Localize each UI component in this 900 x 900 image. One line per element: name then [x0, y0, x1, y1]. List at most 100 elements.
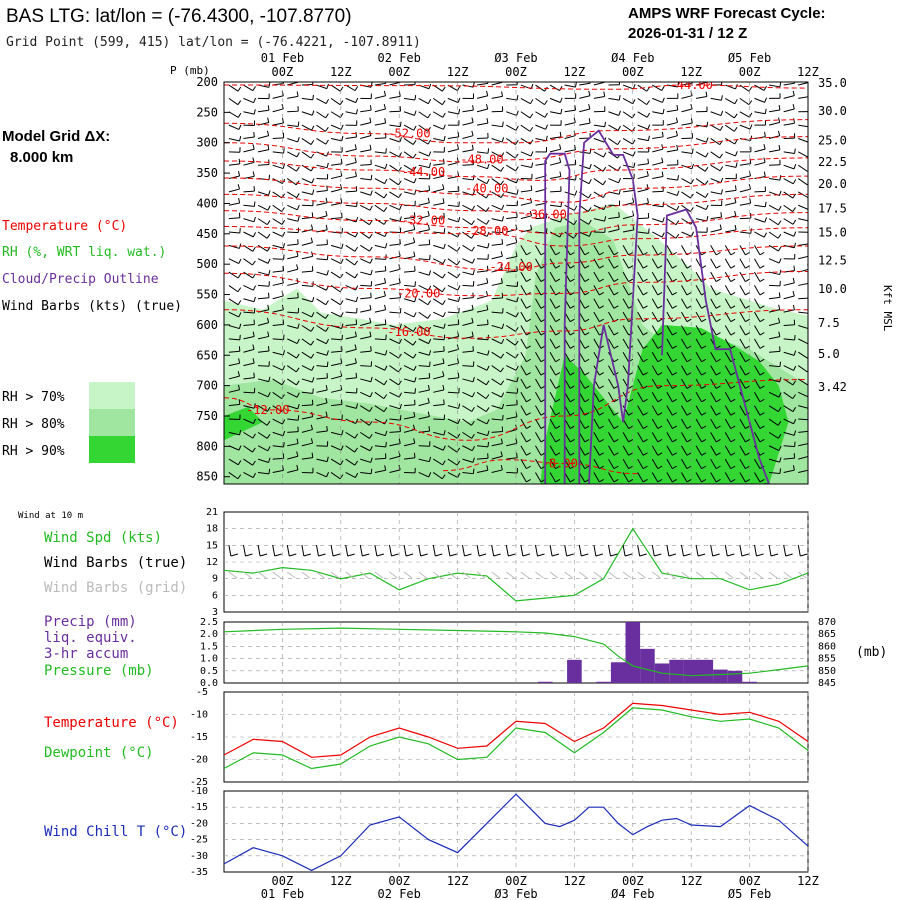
- barb-feather: [715, 265, 721, 269]
- wind-barb: [783, 430, 797, 436]
- wind-barb: [447, 319, 460, 327]
- barb-feather: [457, 285, 461, 291]
- wind-barb: [666, 175, 679, 181]
- barb-shaft: [695, 405, 702, 416]
- barb-shaft: [433, 137, 445, 142]
- wind-barb: [798, 82, 808, 86]
- barb-shaft: [506, 242, 518, 246]
- wind-barb: [345, 344, 357, 353]
- wind-barb: [739, 432, 750, 443]
- wind-barb: [257, 130, 270, 139]
- wind-barb: [695, 91, 708, 99]
- barb-shaft: [710, 258, 717, 269]
- barb-feather: [282, 82, 285, 84]
- wind-barb: [724, 432, 736, 443]
- barb-feather: [398, 278, 401, 284]
- wind-barb: [754, 325, 765, 336]
- wind-barb: [579, 148, 592, 154]
- barb-shaft: [710, 97, 722, 101]
- barb-shaft: [797, 351, 808, 359]
- barb-feather: [282, 117, 284, 124]
- barb-feather: [384, 265, 387, 271]
- barb-feather: [267, 205, 271, 211]
- wind-barb: [287, 191, 300, 199]
- wind-barb: [754, 97, 767, 103]
- wind-barb: [476, 430, 490, 437]
- barb-shaft: [754, 285, 761, 296]
- barb-shaft: [389, 204, 400, 211]
- barb-shaft: [608, 418, 615, 429]
- barb-shaft: [491, 151, 502, 158]
- wind-barb: [374, 82, 387, 86]
- wind-barb: [360, 361, 373, 367]
- surface-wind-barb: [607, 544, 611, 557]
- wind-barb: [564, 204, 578, 211]
- barb-shaft: [272, 365, 283, 371]
- barb-shaft: [243, 377, 255, 380]
- barb-shaft: [286, 378, 297, 386]
- barb-shaft: [622, 365, 629, 376]
- precip-bar: [698, 659, 714, 683]
- barb-shaft: [710, 458, 717, 469]
- barb-shaft: [389, 282, 401, 286]
- barb-shaft: [695, 271, 702, 282]
- top-time-label: 12Z: [797, 65, 819, 79]
- barb-feather: [715, 345, 721, 349]
- wind-barb: [316, 426, 328, 433]
- wind-barb: [476, 178, 490, 185]
- wind-barb: [243, 284, 256, 291]
- wind-barb: [549, 131, 562, 139]
- barb-feather: [413, 251, 416, 257]
- wind-barb: [359, 218, 373, 226]
- barb-shaft: [462, 405, 473, 412]
- barb-shaft: [476, 218, 487, 225]
- wind-barb: [287, 151, 300, 158]
- barb-shaft: [301, 138, 312, 145]
- barb-shaft: [301, 351, 312, 359]
- barb-feather: [237, 460, 242, 466]
- barb-shaft: [345, 311, 357, 314]
- wind-barb: [739, 285, 750, 296]
- barb-feather: [325, 385, 328, 391]
- y-tick-label: -30: [190, 851, 208, 862]
- barb-shaft: [374, 457, 386, 460]
- wind-barb: [593, 204, 607, 211]
- barb-feather: [398, 380, 402, 386]
- barb-shaft: [477, 270, 489, 273]
- barb-feather: [383, 278, 387, 284]
- wind-barb: [506, 189, 519, 195]
- grid-wind-barb: [316, 571, 325, 579]
- barb-feather: [613, 345, 619, 349]
- barb-feather: [442, 258, 446, 264]
- surface-wind-barb-feather: [391, 553, 399, 557]
- barb-shaft: [724, 418, 732, 429]
- barb-feather: [354, 344, 357, 350]
- barb-feather: [515, 438, 518, 444]
- wind-barb: [637, 285, 648, 296]
- barb-feather: [599, 251, 604, 256]
- barb-shaft: [404, 284, 416, 287]
- barb-feather: [613, 292, 619, 296]
- barb-shaft: [725, 97, 736, 105]
- barb-shaft: [228, 445, 240, 451]
- barb-feather: [584, 412, 590, 416]
- barb-shaft: [739, 97, 750, 106]
- barb-feather: [472, 457, 475, 463]
- barb-feather: [759, 318, 765, 323]
- wind-barb: [768, 304, 781, 313]
- wind-barb: [666, 351, 677, 363]
- barb-shaft: [301, 178, 313, 184]
- wind-barb: [243, 372, 255, 380]
- wind-barb: [228, 472, 242, 480]
- wind-barb: [374, 391, 388, 400]
- barb-shaft: [403, 151, 414, 159]
- dewpoint-line: [223, 707, 809, 770]
- barb-shaft: [681, 432, 688, 443]
- barb-feather: [555, 412, 561, 416]
- wind-barb: [476, 365, 490, 371]
- barb-shaft: [681, 231, 692, 237]
- surface-wind-barb-feather: [464, 553, 472, 557]
- barb-feather: [588, 179, 592, 184]
- barb-shaft: [739, 84, 750, 92]
- barb-shaft: [593, 325, 600, 336]
